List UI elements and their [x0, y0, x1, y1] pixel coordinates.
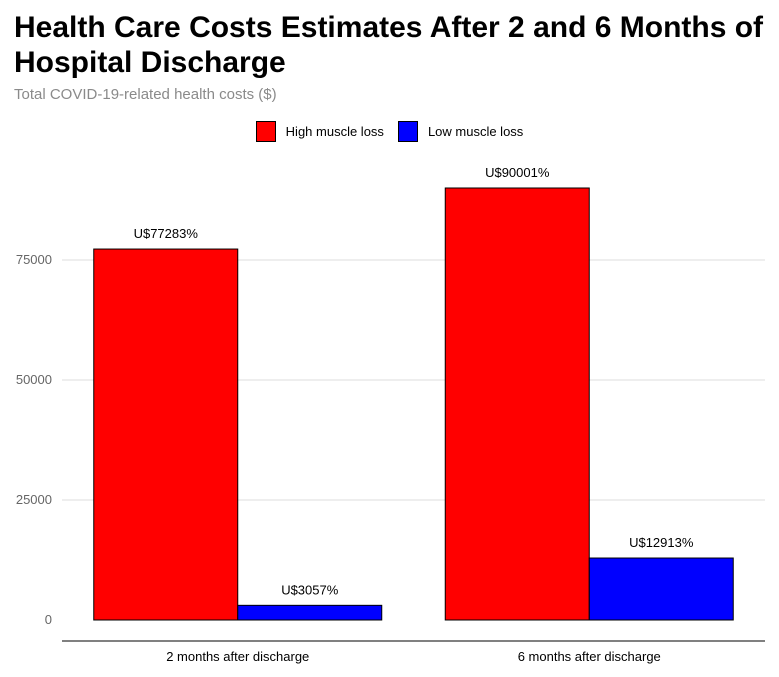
y-tick-label: 75000 [16, 252, 52, 267]
data-label: U$3057% [281, 582, 339, 597]
legend: High muscle loss Low muscle loss [0, 119, 779, 143]
legend-swatch-high-muscle-loss [255, 120, 276, 142]
legend-label-low-muscle-loss: Low muscle loss [427, 123, 524, 139]
y-tick-label: 25000 [16, 492, 52, 507]
chart-subtitle: Total COVID-19-related health costs ($) [14, 86, 277, 103]
y-tick-label: 50000 [16, 372, 52, 387]
data-label: U$12913% [629, 535, 694, 550]
bar-high-muscle-loss [444, 187, 590, 621]
legend-item-high-muscle-loss: High muscle loss [255, 119, 384, 143]
data-label: U$90001% [485, 165, 550, 180]
bar-low-muscle-loss [588, 557, 734, 621]
legend-swatch-low-muscle-loss [397, 120, 418, 142]
x-tick-label: 6 months after discharge [518, 649, 661, 664]
legend-label-high-muscle-loss: High muscle loss [285, 123, 384, 139]
data-label: U$77283% [134, 226, 199, 241]
x-tick-label: 2 months after discharge [166, 649, 309, 664]
bar-low-muscle-loss [237, 604, 383, 621]
legend-item-low-muscle-loss: Low muscle loss [397, 119, 524, 143]
chart-title: Health Care Costs Estimates After 2 and … [14, 11, 764, 79]
y-tick-label: 0 [45, 612, 52, 627]
bar-high-muscle-loss [93, 248, 239, 621]
